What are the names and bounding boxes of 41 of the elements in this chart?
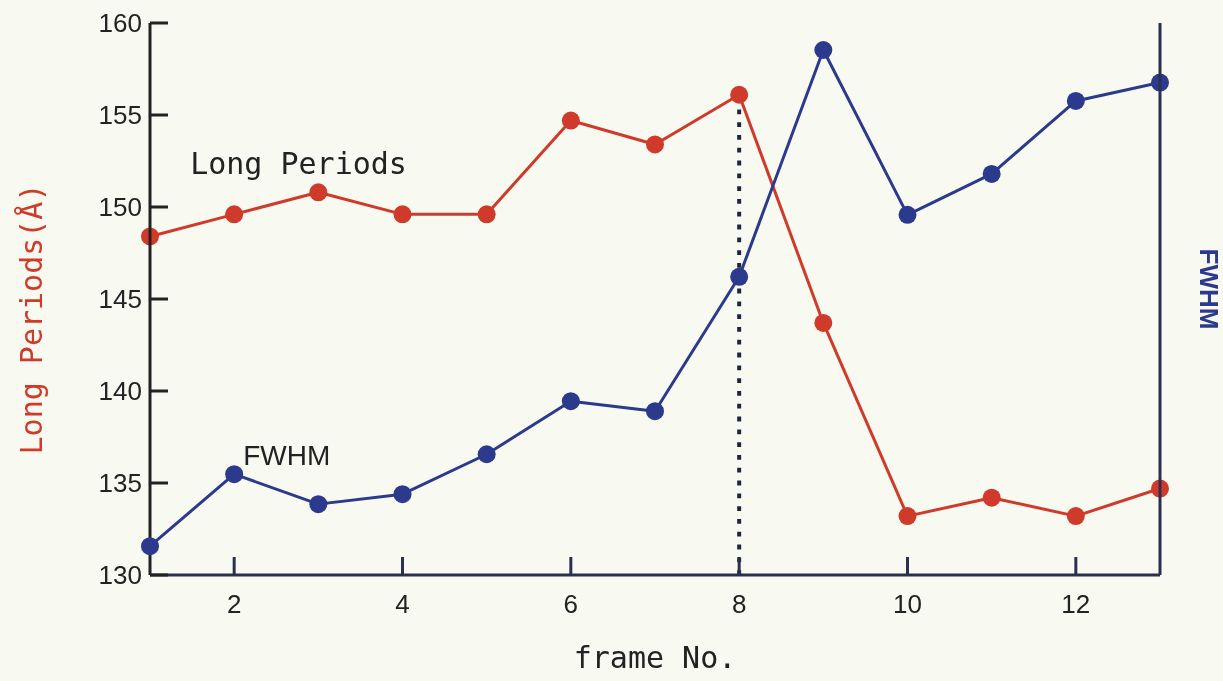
y-tick-label: 160 <box>98 8 142 39</box>
point <box>646 135 664 154</box>
y-axis-title: Long Periods(Å) <box>14 183 49 455</box>
point <box>730 267 749 286</box>
x-axis-title: frame No. <box>573 640 737 675</box>
y-tick-label: 150 <box>98 192 142 223</box>
point <box>814 41 833 59</box>
point <box>561 111 580 130</box>
point <box>898 507 917 526</box>
point <box>1066 91 1085 110</box>
point <box>646 402 664 421</box>
point <box>141 537 159 556</box>
point <box>309 495 328 514</box>
point <box>982 164 1001 183</box>
point <box>814 313 833 332</box>
x-tick-label: 2 <box>226 589 242 619</box>
x-tick-label: 12 <box>1061 589 1091 619</box>
point <box>1066 507 1085 526</box>
y-tick-label: 135 <box>98 468 142 499</box>
y-axis-title: FWHM <box>1194 248 1223 330</box>
point <box>477 445 496 464</box>
y-tick-label: 145 <box>98 284 142 315</box>
point <box>393 485 412 504</box>
series-label: FWHM <box>243 440 331 472</box>
point <box>982 488 1001 507</box>
x-tick-label: 8 <box>731 589 747 619</box>
series-label: Long Periods <box>190 146 407 182</box>
point <box>309 183 328 202</box>
point <box>561 392 580 411</box>
point <box>225 205 244 224</box>
point <box>477 205 496 224</box>
x-tick-label: 6 <box>563 589 579 619</box>
y-tick-label: 130 <box>98 560 142 591</box>
y-tick-label: 155 <box>98 100 142 131</box>
point <box>393 205 412 224</box>
x-tick-label: 10 <box>893 589 922 619</box>
y-tick-label: 140 <box>98 376 142 407</box>
x-tick-label: 4 <box>395 589 410 619</box>
point <box>730 85 749 104</box>
point <box>225 465 244 484</box>
point <box>898 205 917 224</box>
